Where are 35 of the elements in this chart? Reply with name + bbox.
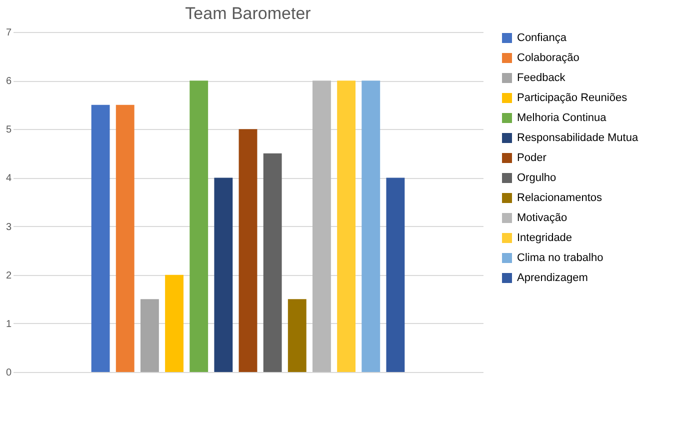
bar xyxy=(91,104,110,372)
legend-label: Melhoria Continua xyxy=(517,112,608,124)
bar xyxy=(165,274,184,372)
y-tick-label: 1 xyxy=(6,318,12,330)
chart-title: Team Barometer xyxy=(185,4,312,23)
bar xyxy=(337,80,356,372)
y-tick-label: 3 xyxy=(6,222,12,233)
bar xyxy=(190,80,208,372)
bar xyxy=(386,178,405,372)
legend-label: Confiança xyxy=(517,32,568,44)
legend-label: Poder xyxy=(517,152,547,164)
legend-label: Participação Reuniões xyxy=(517,92,628,104)
bar xyxy=(214,178,233,372)
bar xyxy=(238,129,258,372)
bar xyxy=(362,80,380,372)
y-tick-label: 4 xyxy=(6,173,12,184)
y-tick-label: 0 xyxy=(6,368,12,378)
legend-label: Integridade xyxy=(517,232,572,244)
bar xyxy=(312,80,331,372)
bar xyxy=(263,153,282,372)
legend-label: Orgulho xyxy=(517,172,556,184)
legend-label: Clima no trabalho xyxy=(517,252,604,264)
bar xyxy=(116,104,134,372)
bar xyxy=(288,299,306,372)
legend-label: Aprendizagem xyxy=(517,272,588,284)
y-tick-label: 6 xyxy=(6,76,12,88)
legend-label: Colaboração xyxy=(517,52,580,64)
bar xyxy=(140,299,159,372)
legend-label: Feedback xyxy=(517,72,566,84)
y-tick-label: 2 xyxy=(6,270,12,282)
legend-label: Relacionamentos xyxy=(517,192,602,204)
y-tick-label: 7 xyxy=(6,28,12,38)
legend-label: Motivação xyxy=(517,212,568,224)
y-tick-label: 5 xyxy=(6,124,12,136)
legend-label: Responsabilidade Mutua xyxy=(517,132,639,144)
